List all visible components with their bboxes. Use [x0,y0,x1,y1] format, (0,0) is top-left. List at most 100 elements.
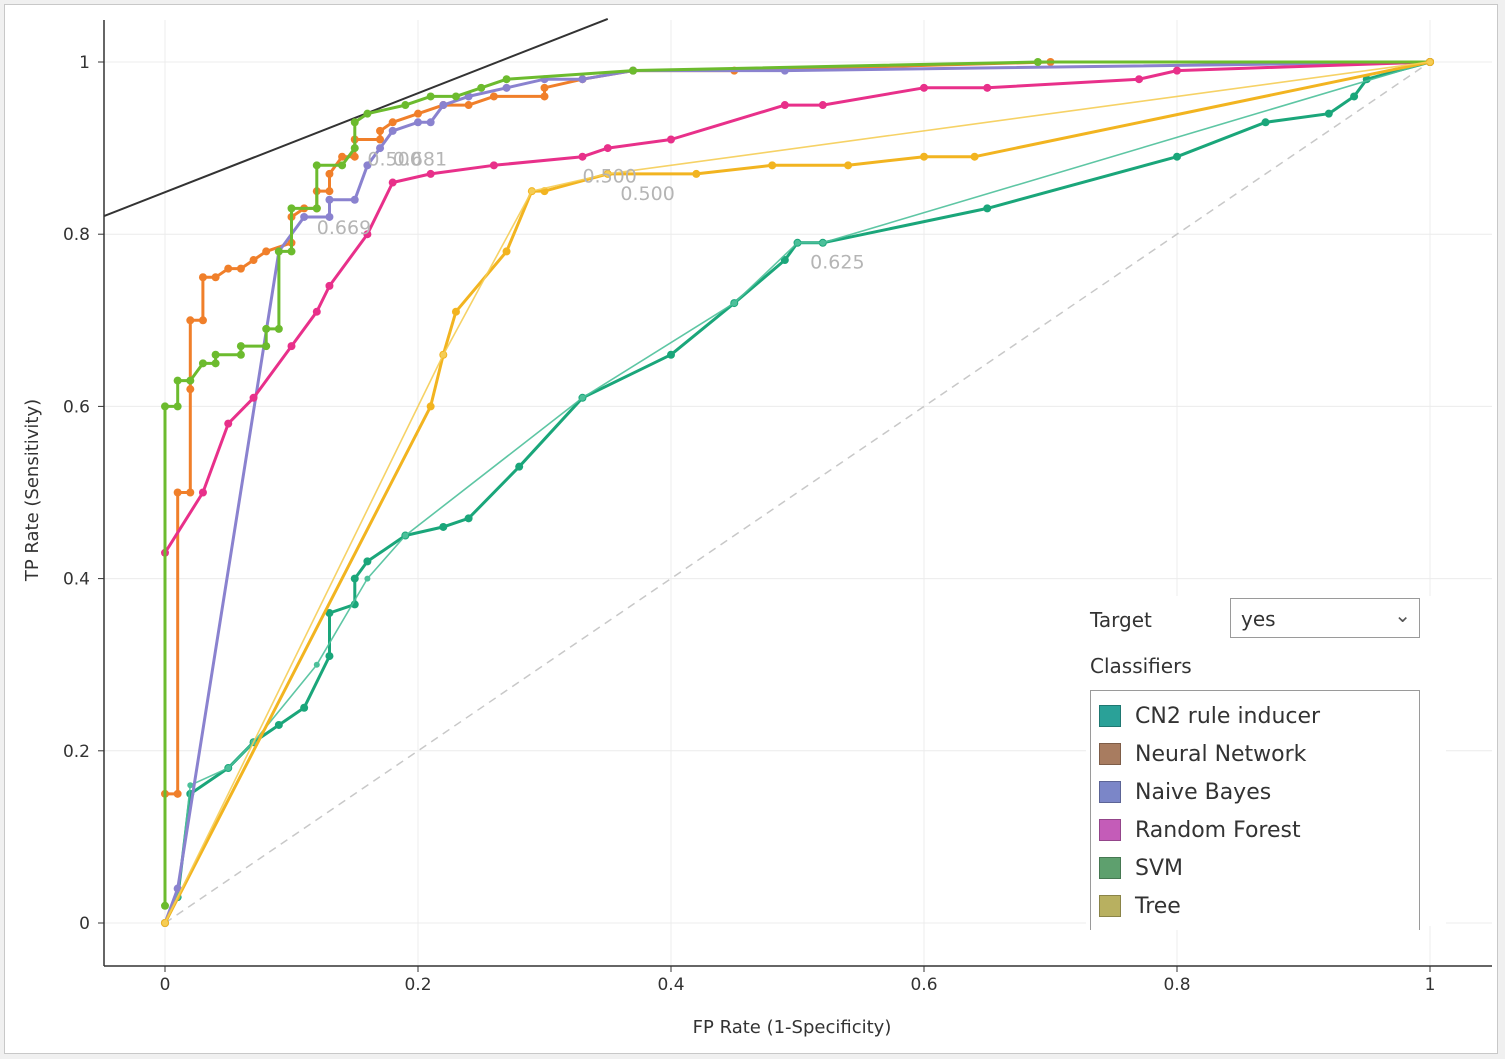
y-tick-label: 1 [79,53,90,73]
x-tick-label: 1 [1425,975,1436,995]
roc-point [401,101,410,110]
classifier-item[interactable]: SVM [1099,851,1183,885]
roc-point [211,350,220,359]
y-axis-label: TP Rate (Sensitivity) [22,399,43,582]
roc-point [818,101,827,110]
roc-point [1135,75,1144,84]
roc-series-tree-avg- [162,59,1433,926]
roc-curve [163,60,1431,924]
roc-point [426,402,435,411]
roc-point [287,342,296,351]
diagonal-reference-line [164,61,1431,924]
classifier-item[interactable]: Random Forest [1099,813,1301,847]
roc-point [325,195,334,204]
roc-point [1427,59,1433,65]
roc-point [451,92,460,101]
roc-point [173,376,182,385]
roc-point [300,212,309,221]
roc-point [287,204,296,213]
classifier-item[interactable]: CN2 rule inducer [1099,699,1320,733]
roc-point [325,281,334,290]
roc-series-svm [161,58,1434,910]
roc-point [780,256,789,265]
roc-point [350,118,359,127]
roc-point [274,720,283,729]
threshold-label: 0.500 [620,183,674,205]
y-tick-label: 0 [79,914,90,934]
threshold-label: 0.500 [582,166,636,188]
roc-point [350,574,359,583]
classifier-item[interactable]: Naive Bayes [1099,775,1271,809]
roc-point [1324,109,1333,118]
y-tick-label: 0.2 [63,742,90,762]
roc-point [692,169,701,178]
roc-point [274,324,283,333]
roc-series-neural-network [161,58,1434,798]
classifier-color-swatch [1099,743,1121,765]
target-dropdown[interactable]: yes ⌄ [1230,598,1420,638]
roc-point [350,144,359,153]
roc-point [363,109,372,118]
iso-performance-line [104,18,609,218]
roc-point [920,83,928,92]
roc-point [780,101,789,110]
y-tick-label: 0.8 [63,225,90,245]
roc-point [603,144,612,153]
roc-point [313,661,320,668]
roc-point [464,92,473,101]
classifier-name: CN2 rule inducer [1135,703,1321,729]
roc-point [578,152,587,161]
roc-point [920,152,928,161]
roc-point [1350,92,1359,101]
chevron-down-icon: ⌄ [1394,603,1411,627]
roc-point [173,789,182,798]
y-tick-label: 0.4 [63,570,90,590]
roc-point [211,359,220,368]
roc-point [440,351,447,358]
roc-point [629,66,638,75]
roc-point [287,247,296,256]
classifier-name: Random Forest [1135,817,1301,843]
roc-point [464,101,473,110]
roc-point [312,204,321,213]
roc-point [225,765,232,772]
roc-point [186,488,195,497]
roc-point [376,126,385,135]
roc-point [198,359,207,368]
target-label: Target [1090,608,1152,632]
roc-point [388,178,397,187]
roc-point [426,92,435,101]
classifier-name: Naive Bayes [1135,779,1272,805]
classifier-color-swatch [1099,705,1121,727]
roc-point [262,247,271,256]
roc-curves [104,18,1434,927]
roc-point [970,152,979,161]
classifier-item[interactable]: Tree [1099,889,1181,923]
classifier-name: Tree [1135,893,1181,919]
roc-point [198,316,207,325]
classifier-color-swatch [1099,895,1121,917]
roc-point [262,342,271,351]
roc-point [249,256,258,265]
classifiers-label: Classifiers [1090,654,1192,678]
threshold-label: 0.500 [367,148,421,170]
roc-point [388,126,397,135]
threshold-label: 0.625 [810,252,864,274]
x-tick-label: 0.6 [910,975,937,995]
classifier-name: Neural Network [1135,741,1307,767]
roc-point [578,75,587,84]
roc-point [338,152,347,161]
roc-point [731,300,738,307]
roc-point [667,350,675,359]
roc-point [363,557,372,566]
roc-point [300,703,309,712]
roc-point [983,83,992,92]
threshold-label: 0.681 [393,148,447,170]
roc-point [363,161,372,170]
classifier-item[interactable]: Neural Network [1099,737,1306,771]
classifier-list[interactable]: CN2 rule inducer Neural Network Naive Baye… [1090,690,1420,930]
roc-point [1033,58,1042,66]
y-tick-label: 0.6 [63,397,90,417]
